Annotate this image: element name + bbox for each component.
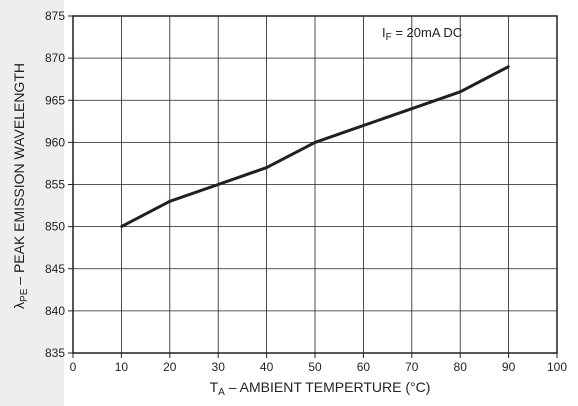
gridlines <box>73 16 557 353</box>
x-tick-label: 40 <box>260 360 274 374</box>
tick-marks <box>68 15 558 358</box>
y-tick-label: 840 <box>45 304 65 318</box>
y-tick-label: 870 <box>45 51 65 65</box>
data-point <box>168 200 171 203</box>
x-tick-label: 100 <box>547 360 567 374</box>
y-tick-label: 855 <box>45 178 65 192</box>
data-point <box>265 166 268 169</box>
data-point <box>120 225 123 228</box>
x-tick-label: 80 <box>454 360 468 374</box>
x-tick-label: 50 <box>308 360 322 374</box>
x-tick-label: 0 <box>70 360 77 374</box>
x-tick-label: 30 <box>212 360 226 374</box>
y-tick-label: 835 <box>45 346 65 360</box>
data-point <box>459 90 462 94</box>
y-tick-label: 875 <box>45 9 65 23</box>
data-point <box>313 141 317 144</box>
data-point <box>217 183 220 186</box>
x-tick-label: 10 <box>115 360 129 374</box>
x-tick-label: 90 <box>502 360 516 374</box>
x-tick-label: 60 <box>357 360 371 374</box>
y-tick-label: 850 <box>45 220 65 234</box>
left-tint-panel <box>0 0 64 406</box>
y-tick-label: 960 <box>45 135 65 149</box>
x-tick-label: 70 <box>405 360 419 374</box>
data-point <box>410 107 413 110</box>
y-tick-label: 965 <box>45 93 65 107</box>
data-point <box>507 65 510 68</box>
x-axis-title: TA – AMBIENT TEMPERTURE (°C) <box>210 379 431 398</box>
x-tick-labels: 0 10 20 30 40 50 60 70 80 90 100 <box>70 360 568 374</box>
data-point <box>362 124 365 127</box>
x-tick-label: 20 <box>163 360 177 374</box>
annotation-label: IF = 20mA DC <box>382 25 462 43</box>
y-tick-label: 845 <box>45 262 65 276</box>
y-tick-labels: 835 840 845 850 855 960 965 870 875 <box>45 9 65 360</box>
data-points <box>120 65 510 228</box>
y-axis-title: λPE – PEAK EMISSION WAVELENGTH <box>11 63 30 309</box>
